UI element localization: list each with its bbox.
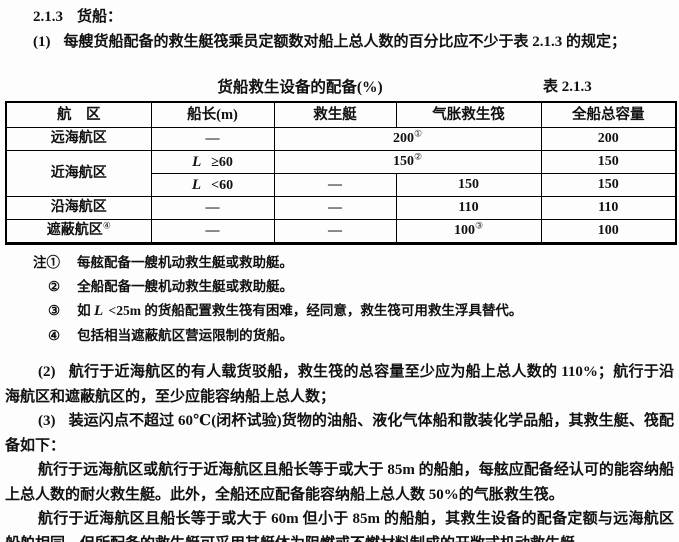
- cell-merged-boat-raft: 200①: [273, 127, 542, 151]
- paragraph-3: (3) 装运闪点不超过 60℃(闭杯试验)货物的油船、液化气体船和散装化学品船，其…: [5, 409, 674, 458]
- table-row: 近海航区 L ≥60 150② 150: [5, 150, 677, 197]
- paragraph-2: (2) 航行于近海航区的有人载货驳船，救生筏的总容量至少应为船上总人数的 110%…: [5, 360, 674, 409]
- footnote-3: ③ 如 L <25m 的货船配置救生筏有困难，经同意，救生筏可用救生浮具替代。: [5, 302, 674, 320]
- footnote-1-text: 每舷配备一艘机动救生艇或救助艇。: [77, 255, 293, 270]
- paragraph-1: (1) 每艘货船配备的救生艇筏乘员定额数对船上总人数的百分比应不少于表 2.1.3…: [33, 31, 674, 54]
- cell-zone: 远海航区: [5, 127, 152, 151]
- table-header-row: 航 区 船长(m) 救生艇 气胀救生筏 全船总容量: [5, 101, 677, 128]
- cell-zone: 沿海航区: [5, 196, 152, 220]
- footnote-ref-4: ④: [102, 220, 111, 231]
- length-variable: L: [192, 153, 202, 170]
- length-variable: L: [93, 303, 104, 319]
- paragraph-3-text: 装运闪点不超过 60℃(闭杯试验)货物的油船、液化气体船和散装化学品船，其救生艇…: [5, 413, 674, 454]
- cell-length: —: [150, 219, 275, 244]
- cell-merged-boat-raft: 150②: [273, 150, 542, 174]
- cell-total: 150: [540, 150, 677, 174]
- table-titlebar: 货船救生设备的配备(%) 表 2.1.3: [5, 75, 674, 97]
- footnote-3-marker: ③: [48, 303, 61, 318]
- cell-zone: 遮蔽航区④: [5, 219, 152, 244]
- paragraph-5-text: 航行于近海航区且船长等于或大于 60m 但小于 85m 的船舶，其救生设备的配备…: [5, 511, 674, 542]
- cell-length: —: [150, 196, 275, 220]
- footnote-ref-3: ③: [474, 220, 484, 231]
- cell-total: 150: [540, 173, 677, 197]
- section-title: 货船：: [77, 9, 123, 25]
- cell-length: —: [150, 127, 275, 151]
- cell-lifeboat: —: [273, 196, 397, 220]
- footnote-2: ② 全船配备一艘机动救生艇或救助艇。: [5, 278, 674, 295]
- cell-length: L ≥60: [150, 150, 275, 174]
- paragraph-4: 航行于远海航区或航行于近海航区且船长等于或大于 85m 的船舶，每舷应配备经认可…: [5, 458, 674, 507]
- footnote-1: 注① 每舷配备一艘机动救生艇或救助艇。: [5, 254, 674, 271]
- table-footnotes: 注① 每舷配备一艘机动救生艇或救助艇。 ② 全船配备一艘机动救生艇或救助艇。 ③…: [5, 254, 674, 344]
- footnote-ref-1: ①: [413, 128, 423, 139]
- header-zone: 航 区: [5, 101, 152, 128]
- cell-zone: 近海航区: [5, 150, 152, 197]
- header-ship-length: 船长(m): [150, 101, 275, 128]
- header-lifeboat: 救生艇: [273, 101, 397, 128]
- paragraph-1-label: (1): [33, 34, 51, 50]
- paragraph-1-text: 每艘货船配备的救生艇筏乘员定额数对船上总人数的百分比应不少于表 2.1.3 的规…: [63, 34, 627, 50]
- body-paragraphs: (2) 航行于近海航区的有人载货驳船，救生筏的总容量至少应为船上总人数的 110%…: [5, 360, 674, 542]
- paragraph-2-text: 航行于近海航区的有人载货驳船，救生筏的总容量至少应为船上总人数的 110%；航行…: [5, 364, 674, 405]
- cell-total: 100: [540, 219, 677, 244]
- footnote-2-text: 全船配备一艘机动救生艇或救助艇。: [77, 279, 294, 294]
- table-title: 货船救生设备的配备(%): [217, 79, 383, 96]
- footnote-4-text: 包括相当遮蔽航区营运限制的货船。: [77, 328, 294, 343]
- table-row: 远海航区 — 200① 200: [5, 127, 677, 151]
- footnote-2-marker: ②: [48, 279, 61, 294]
- table-row: 遮蔽航区④ — — 100③ 100: [5, 219, 677, 244]
- cell-liferaft: 150: [395, 173, 542, 197]
- section-heading: 2.1.3 货船：: [33, 6, 674, 28]
- footnote-ref-2: ②: [413, 151, 423, 162]
- cell-total: 200: [540, 127, 677, 151]
- length-variable: L: [191, 176, 202, 193]
- footnote-4-marker: ④: [48, 328, 61, 343]
- cell-length: L <60: [150, 173, 275, 197]
- cell-lifeboat: —: [273, 219, 397, 244]
- paragraph-2-label: (2): [38, 364, 56, 380]
- header-liferaft: 气胀救生筏: [395, 101, 542, 128]
- header-total-capacity: 全船总容量: [540, 101, 677, 128]
- cell-liferaft: 110: [395, 196, 542, 220]
- cargo-ship-lifesaving-table: 航 区 船长(m) 救生艇 气胀救生筏 全船总容量 远海航区 — 200① 20…: [5, 101, 677, 245]
- paragraph-4-text: 航行于远海航区或航行于近海航区且船长等于或大于 85m 的船舶，每舷应配备经认可…: [5, 462, 674, 503]
- table-row: 沿海航区 — — 110 110: [5, 196, 677, 220]
- section-number: 2.1.3: [33, 9, 63, 25]
- table-number-label: 表 2.1.3: [543, 79, 592, 95]
- table-row: L <60 — 150 150: [6, 173, 677, 197]
- cell-total: 110: [540, 196, 677, 220]
- paragraph-5: 航行于近海航区且船长等于或大于 60m 但小于 85m 的船舶，其救生设备的配备…: [5, 507, 674, 542]
- cell-liferaft: 100③: [395, 219, 542, 244]
- footnote-3-text: 如 L <25m 的货船配置救生筏有困难，经同意，救生筏可用救生浮具替代。: [77, 303, 523, 319]
- paragraph-3-label: (3): [38, 413, 56, 429]
- cell-lifeboat: —: [273, 173, 397, 197]
- footnote-1-marker: 注①: [33, 255, 60, 270]
- footnote-4: ④ 包括相当遮蔽航区营运限制的货船。: [5, 327, 674, 344]
